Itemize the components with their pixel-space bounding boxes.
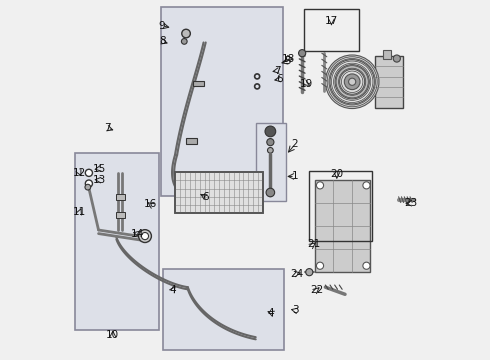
Text: 5: 5 [284, 57, 291, 66]
Bar [163, 269, 284, 350]
Text: 6: 6 [276, 74, 283, 84]
Circle shape [298, 50, 306, 57]
Text: 22: 22 [310, 285, 323, 295]
Circle shape [348, 78, 356, 85]
Text: 13: 13 [93, 175, 106, 185]
Circle shape [344, 74, 360, 90]
Bar [116, 212, 124, 217]
Text: 7: 7 [274, 66, 281, 76]
Circle shape [317, 262, 323, 269]
Text: 7: 7 [104, 123, 111, 133]
Bar [383, 50, 392, 59]
Text: 16: 16 [144, 199, 157, 209]
Circle shape [325, 55, 379, 109]
Text: 8: 8 [159, 36, 166, 46]
Bar [175, 172, 263, 213]
Text: 17: 17 [325, 16, 338, 26]
Circle shape [85, 184, 91, 190]
Circle shape [317, 182, 323, 189]
Circle shape [181, 39, 187, 44]
Text: 20: 20 [330, 169, 343, 179]
Text: 19: 19 [300, 78, 313, 89]
Circle shape [266, 188, 275, 197]
Bar [193, 81, 204, 86]
Bar [161, 7, 283, 196]
Circle shape [340, 69, 365, 94]
Text: 18: 18 [282, 54, 295, 64]
Circle shape [335, 64, 369, 99]
Circle shape [268, 148, 273, 153]
Circle shape [85, 169, 93, 176]
Circle shape [267, 139, 274, 146]
Text: 12: 12 [73, 168, 86, 178]
Bar [315, 180, 370, 272]
Bar [375, 56, 403, 108]
Circle shape [363, 262, 370, 269]
Bar [175, 172, 263, 213]
Text: 2: 2 [292, 139, 298, 149]
Circle shape [85, 180, 93, 187]
Text: 15: 15 [93, 163, 106, 174]
Text: 9: 9 [159, 21, 166, 31]
Bar [75, 153, 159, 330]
Text: 1: 1 [292, 171, 298, 181]
Bar [309, 171, 372, 241]
Text: 4: 4 [268, 308, 274, 318]
Text: 10: 10 [106, 330, 120, 341]
Text: 23: 23 [404, 198, 418, 208]
Text: 21: 21 [307, 239, 320, 249]
Circle shape [306, 269, 313, 276]
Circle shape [142, 233, 148, 240]
Text: 3: 3 [292, 305, 298, 315]
Bar [186, 138, 197, 144]
Bar [116, 194, 124, 200]
Circle shape [139, 230, 151, 243]
Bar [256, 123, 286, 202]
Circle shape [363, 182, 370, 189]
Circle shape [330, 60, 374, 104]
Text: 14: 14 [131, 229, 145, 239]
Bar [304, 9, 359, 51]
Circle shape [265, 126, 276, 137]
Text: 24: 24 [290, 269, 303, 279]
Text: 6: 6 [202, 192, 209, 202]
Circle shape [393, 55, 400, 62]
Text: 11: 11 [73, 207, 86, 217]
Circle shape [182, 29, 190, 38]
Text: 4: 4 [170, 285, 176, 295]
